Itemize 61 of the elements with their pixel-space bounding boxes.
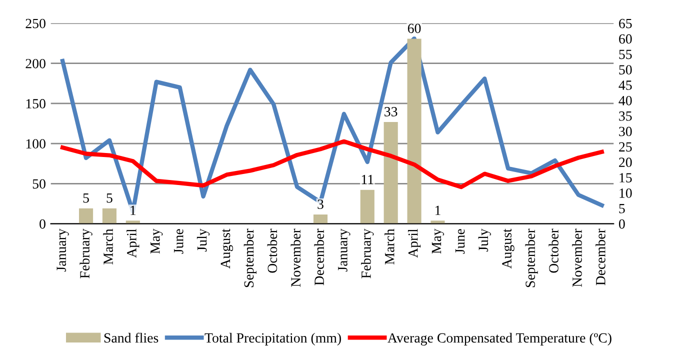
x-tick-label: July (196, 228, 210, 252)
x-tick-label: February (361, 228, 374, 278)
x-tick-label: November (290, 228, 301, 287)
y-tick-label: 0 (40, 219, 46, 229)
x-tick-label: May (150, 228, 163, 254)
y2-tick-label: 30 (619, 126, 632, 136)
y-tick-label: 50 (32, 179, 46, 189)
x-tick-label: June (455, 229, 465, 254)
x-tick-label: August (220, 228, 234, 269)
data-label: 11 (362, 174, 374, 184)
y2-tick-label: 60 (619, 34, 632, 44)
x-tick-label: September (244, 228, 256, 288)
x-tick-label: April (408, 228, 421, 258)
y2-tick-label: 55 (619, 50, 632, 60)
data-label: 33 (384, 107, 398, 116)
y2-tick-label: 5 (619, 204, 625, 214)
y2-tick-label: 10 (620, 188, 632, 198)
x-tick-label: May (432, 228, 444, 254)
y2-tick-label: 45 (618, 80, 632, 90)
y2-tick-label: 35 (619, 111, 632, 121)
x-tick-label: October (548, 228, 558, 273)
line-series (60, 139, 604, 190)
bar (384, 122, 398, 224)
x-tick-label: August (502, 228, 514, 269)
bar (313, 214, 328, 224)
x-tick-label: January (56, 228, 69, 272)
x-tick-label: December (596, 228, 606, 286)
data-label: 3 (318, 200, 324, 209)
y2-tick-label: 20 (619, 158, 632, 168)
data-label: 5 (106, 194, 112, 203)
y2-tick-label: 40 (618, 96, 632, 106)
y2-tick-label: 50 (619, 65, 632, 74)
bar (407, 38, 422, 224)
x-tick-label: February (80, 228, 92, 278)
legend-label: Sand flies (104, 332, 158, 343)
y-tick-label: 200 (26, 58, 46, 68)
x-tick-label: June (174, 229, 184, 254)
y-tick-label: 150 (26, 99, 46, 108)
bar (102, 208, 117, 224)
x-tick-label: December (314, 228, 324, 286)
legend-label: Total Precipitation (mm) (204, 332, 341, 346)
x-tick-label: March (103, 228, 113, 264)
x-tick-label: March (384, 228, 394, 264)
bar (360, 190, 374, 224)
y-tick-label: 250 (26, 18, 46, 28)
y-tick-label: 100 (26, 139, 46, 149)
legend-label: Average Compensated Temperature (ºC) (388, 332, 612, 346)
bar (78, 208, 94, 224)
x-tick-label: January (338, 228, 350, 272)
x-tick-label: April (126, 228, 140, 258)
y2-tick-label: 0 (618, 219, 625, 229)
x-tick-label: October (267, 228, 278, 273)
y2-tick-label: 15 (620, 173, 632, 182)
x-tick-label: November (572, 228, 582, 287)
x-tick-label: July (478, 228, 491, 252)
y2-tick-label: 25 (619, 142, 632, 152)
y2-tick-label: 65 (619, 18, 632, 28)
data-label: 5 (83, 194, 89, 203)
data-label: 1 (435, 206, 440, 215)
x-tick-label: September (525, 228, 538, 288)
data-label: 60 (408, 24, 421, 34)
